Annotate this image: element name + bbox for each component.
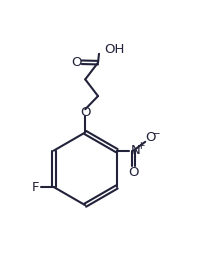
Text: F: F (31, 181, 39, 193)
Text: O: O (71, 56, 82, 69)
Text: −: − (152, 128, 160, 139)
Text: O: O (80, 106, 90, 119)
Text: O: O (128, 166, 139, 179)
Text: O: O (145, 131, 156, 144)
Text: OH: OH (104, 43, 124, 56)
Text: +: + (137, 141, 146, 151)
Text: N: N (131, 144, 141, 157)
